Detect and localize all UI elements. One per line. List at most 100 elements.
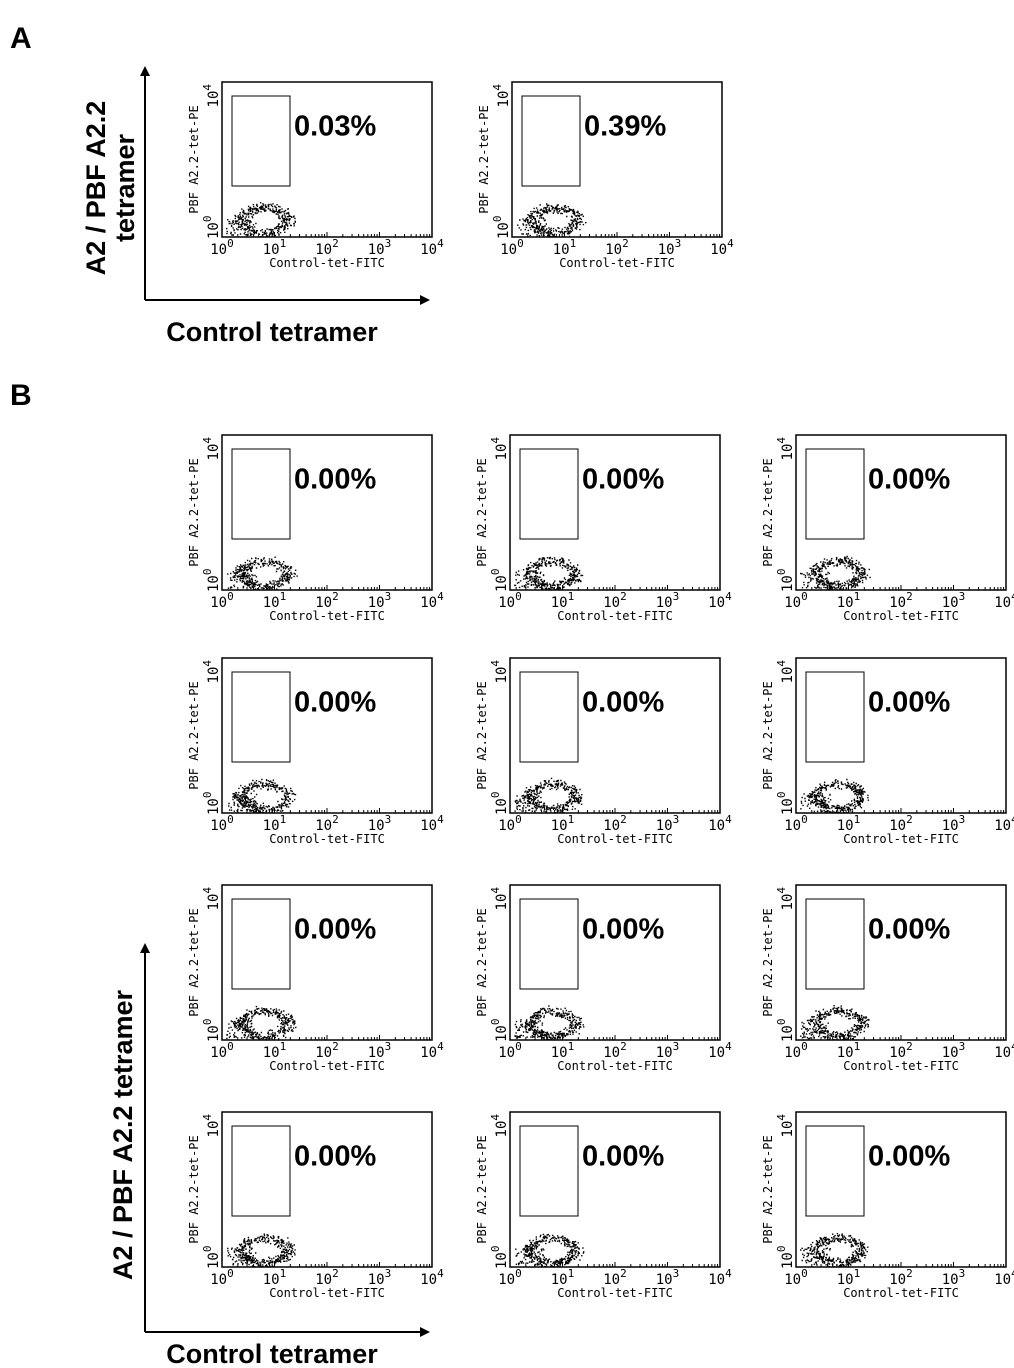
tick-label: 100 bbox=[498, 590, 521, 611]
tick-exp: 0 bbox=[489, 1246, 502, 1253]
tick-base: 10 bbox=[494, 894, 510, 911]
x-axis-label: Control-tet-FITC bbox=[557, 609, 673, 623]
tick-base: 10 bbox=[263, 1272, 280, 1288]
tick-exp: 4 bbox=[727, 237, 734, 250]
tick-exp: 4 bbox=[775, 887, 788, 894]
tick-base: 10 bbox=[780, 894, 796, 911]
tick-exp: 1 bbox=[280, 813, 287, 826]
tick-base: 10 bbox=[496, 222, 512, 239]
tick-label: 100 bbox=[775, 792, 796, 815]
tick-exp: 4 bbox=[437, 590, 444, 603]
tick-label: 104 bbox=[708, 590, 732, 611]
tick-exp: 4 bbox=[1011, 590, 1014, 603]
tick-label: 100 bbox=[201, 1246, 222, 1269]
tick-label: 102 bbox=[315, 813, 338, 834]
tick-label: 104 bbox=[420, 1267, 444, 1288]
y-axis-label: PBF A2.2-tet-PE bbox=[475, 681, 489, 789]
tick-exp: 4 bbox=[489, 887, 502, 894]
y-axis-label: PBF A2.2-tet-PE bbox=[475, 1135, 489, 1243]
y-axis-label: PBF A2.2-tet-PE bbox=[761, 1135, 775, 1243]
tick-label: 100 bbox=[784, 813, 807, 834]
plot-frame bbox=[221, 657, 433, 814]
tick-base: 10 bbox=[498, 1045, 515, 1061]
tick-label: 103 bbox=[942, 1267, 965, 1288]
event-cloud bbox=[800, 1233, 869, 1268]
tick-base: 10 bbox=[315, 818, 332, 834]
x-axis-title: Control tetramer bbox=[166, 317, 378, 347]
y-axis-title: A2 / PBF A2.2 bbox=[81, 101, 111, 276]
y-axis-label: PBF A2.2-tet-PE bbox=[761, 908, 775, 1016]
event-cloud bbox=[800, 555, 871, 591]
tick-label: 104 bbox=[994, 1040, 1014, 1061]
event-cloud bbox=[514, 556, 584, 591]
event-cloud bbox=[514, 1005, 585, 1041]
tick-base: 10 bbox=[889, 1045, 906, 1061]
tick-base: 10 bbox=[708, 1272, 725, 1288]
tick-exp: 2 bbox=[906, 1267, 913, 1280]
x-axis-label: Control-tet-FITC bbox=[269, 1286, 385, 1300]
tick-label: 104 bbox=[201, 84, 222, 108]
tick-exp: 3 bbox=[959, 813, 966, 826]
tick-base: 10 bbox=[656, 818, 673, 834]
tick-exp: 4 bbox=[725, 813, 732, 826]
gate bbox=[519, 671, 579, 763]
tick-base: 10 bbox=[206, 1121, 222, 1138]
x-axis-label: Control-tet-FITC bbox=[557, 1059, 673, 1073]
tick-exp: 1 bbox=[854, 1040, 861, 1053]
gate bbox=[805, 671, 865, 763]
y-axis-label: PBF A2.2-tet-PE bbox=[475, 458, 489, 566]
tick-exp: 4 bbox=[201, 84, 214, 91]
tick-exp: 3 bbox=[385, 1040, 392, 1053]
x-axis-label: Control-tet-FITC bbox=[269, 832, 385, 846]
event-cloud bbox=[515, 1233, 585, 1268]
tick-label: 102 bbox=[603, 1267, 626, 1288]
plot-frame bbox=[509, 434, 721, 591]
plot-frame bbox=[795, 884, 1007, 1041]
tick-exp: 4 bbox=[491, 84, 504, 91]
tick-exp: 2 bbox=[620, 1040, 627, 1053]
event-cloud bbox=[227, 556, 298, 591]
tick-exp: 4 bbox=[1011, 1267, 1014, 1280]
tick-exp: 0 bbox=[775, 1019, 788, 1026]
y-axis-label: PBF A2.2-tet-PE bbox=[475, 908, 489, 1016]
tick-label: 100 bbox=[784, 590, 807, 611]
tick-base: 10 bbox=[498, 595, 515, 611]
tick-exp: 0 bbox=[227, 1040, 234, 1053]
tick-base: 10 bbox=[656, 1045, 673, 1061]
tick-label: 104 bbox=[201, 887, 222, 911]
tick-base: 10 bbox=[498, 818, 515, 834]
tick-exp: 3 bbox=[673, 590, 680, 603]
gate-percent: 0.00% bbox=[868, 464, 950, 496]
tick-label: 104 bbox=[201, 660, 222, 684]
tick-base: 10 bbox=[206, 667, 222, 684]
tick-label: 102 bbox=[889, 1040, 912, 1061]
tick-exp: 4 bbox=[437, 813, 444, 826]
plot-frame bbox=[221, 1111, 433, 1268]
tick-base: 10 bbox=[780, 575, 796, 592]
tick-base: 10 bbox=[315, 1045, 332, 1061]
tick-label: 100 bbox=[489, 569, 510, 592]
tick-exp: 2 bbox=[620, 590, 627, 603]
tick-base: 10 bbox=[708, 1045, 725, 1061]
tick-exp: 1 bbox=[854, 1267, 861, 1280]
tick-label: 100 bbox=[784, 1267, 807, 1288]
tick-label: 102 bbox=[603, 1040, 626, 1061]
tick-exp: 0 bbox=[515, 1267, 522, 1280]
tick-exp: 4 bbox=[725, 1267, 732, 1280]
tick-base: 10 bbox=[784, 818, 801, 834]
gate bbox=[805, 898, 865, 990]
tick-label: 100 bbox=[210, 813, 233, 834]
tick-label: 103 bbox=[656, 590, 679, 611]
tick-exp: 4 bbox=[437, 237, 444, 250]
tick-exp: 3 bbox=[385, 1267, 392, 1280]
tick-base: 10 bbox=[837, 595, 854, 611]
tick-label: 103 bbox=[942, 1040, 965, 1061]
tick-base: 10 bbox=[994, 818, 1011, 834]
tick-label: 103 bbox=[942, 590, 965, 611]
tick-base: 10 bbox=[708, 818, 725, 834]
tick-exp: 3 bbox=[385, 590, 392, 603]
tick-label: 101 bbox=[263, 813, 286, 834]
tick-exp: 4 bbox=[489, 660, 502, 667]
